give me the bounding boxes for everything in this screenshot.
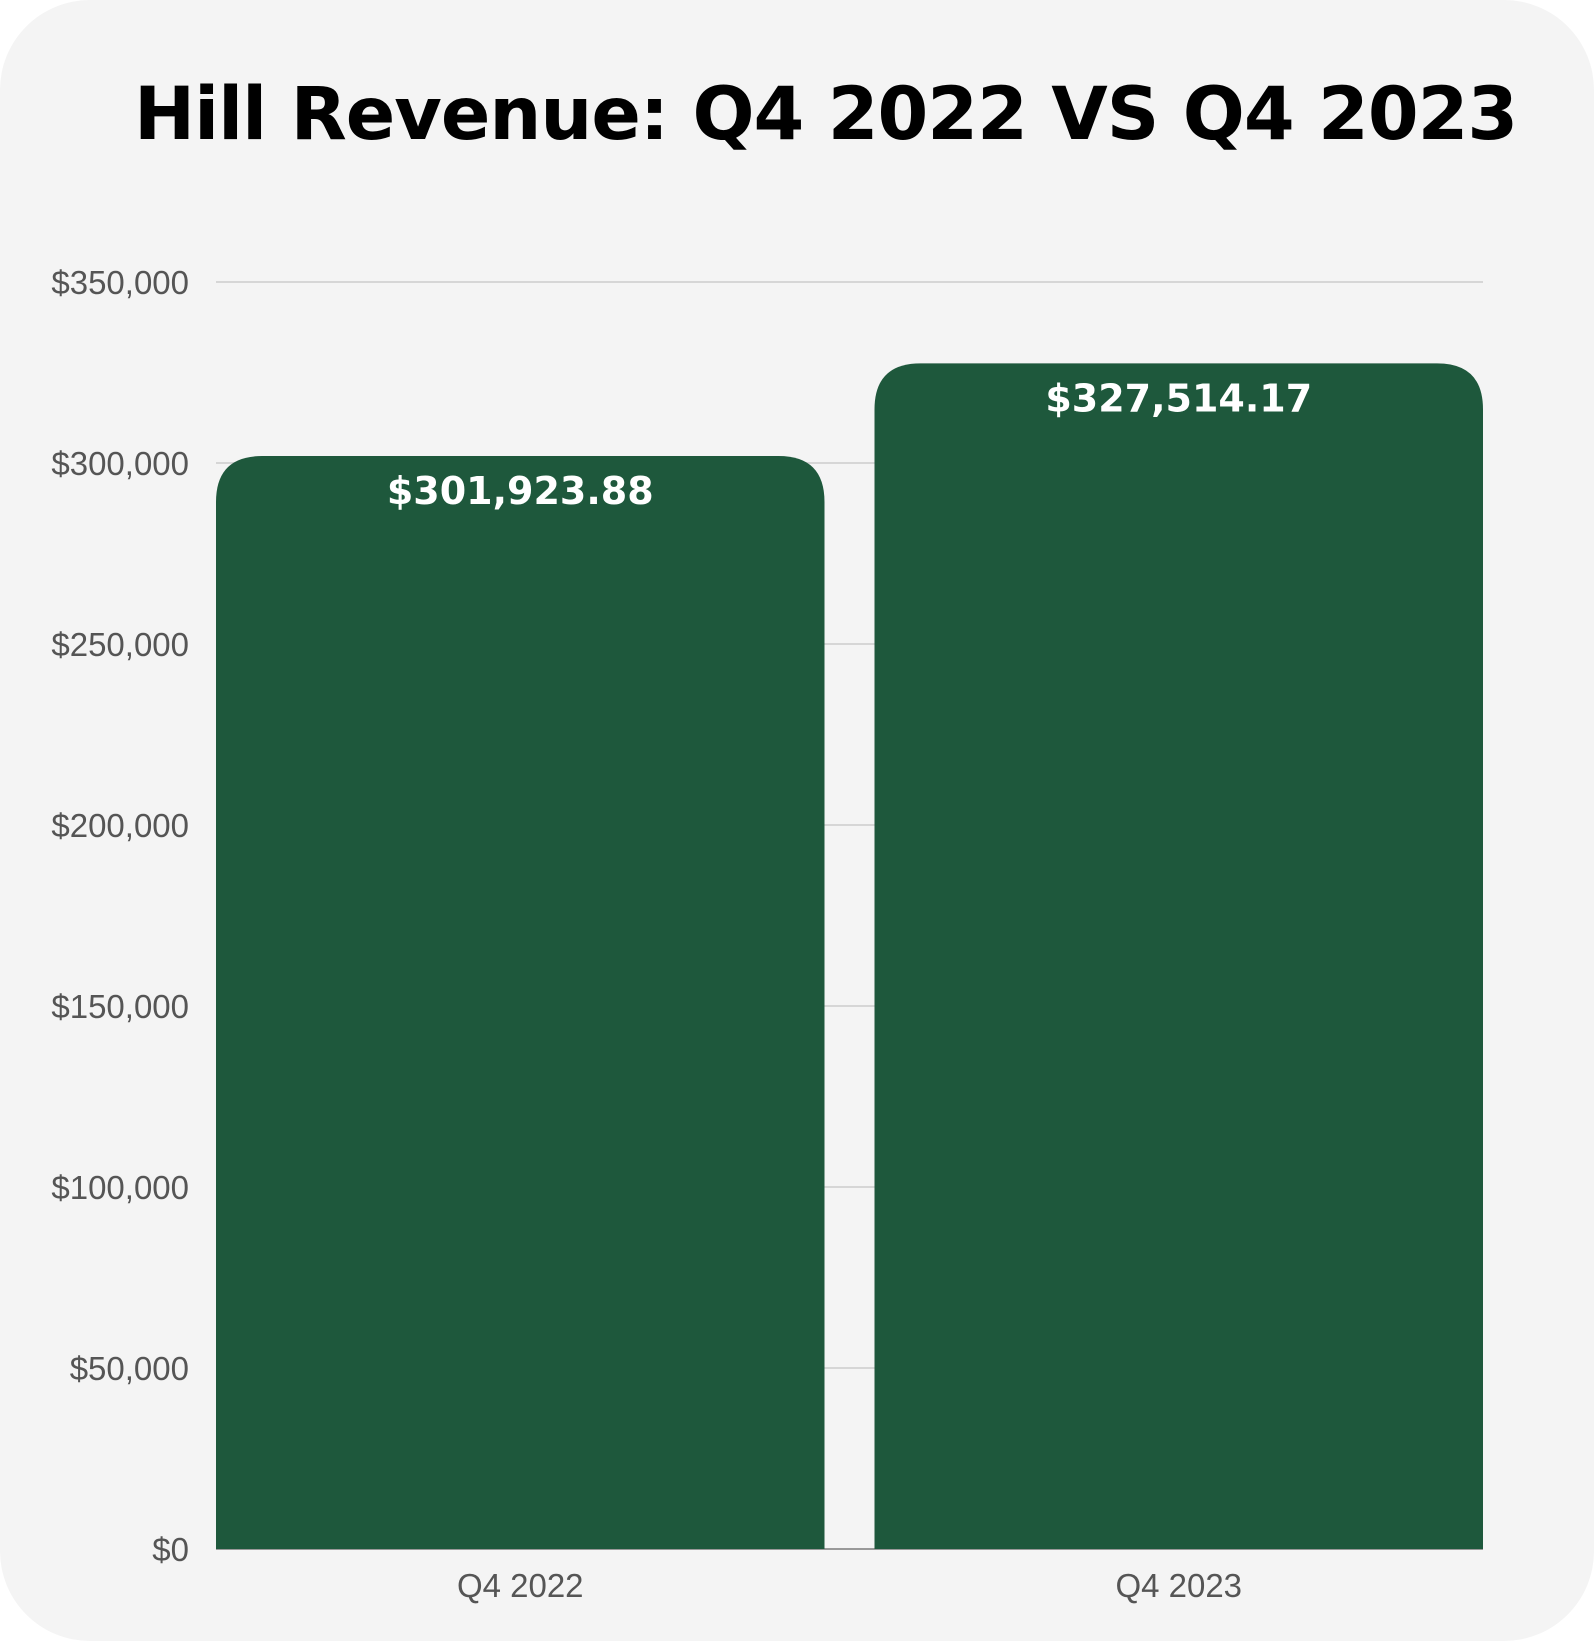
bar-q4-2022 <box>216 456 825 1550</box>
data-label: $301,923.88 <box>387 469 654 513</box>
y-tick-label: $250,000 <box>51 626 189 663</box>
chart-title: Hill Revenue: Q4 2022 VS Q4 2023 <box>134 72 1518 157</box>
x-tick-label: Q4 2022 <box>457 1567 584 1604</box>
y-tick-label: $300,000 <box>51 445 189 482</box>
data-labels: $301,923.88 $327,514.17 <box>387 376 1312 513</box>
bar-q4-2023 <box>874 363 1483 1550</box>
bars <box>216 363 1483 1550</box>
y-tick-label: $150,000 <box>51 988 189 1025</box>
data-label: $327,514.17 <box>1045 376 1312 420</box>
x-tick-label: Q4 2023 <box>1115 1567 1242 1604</box>
y-tick-label: $350,000 <box>51 264 189 301</box>
x-axis-ticks: Q4 2022 Q4 2023 <box>457 1567 1242 1604</box>
y-tick-label: $50,000 <box>70 1350 189 1387</box>
y-tick-label: $200,000 <box>51 807 189 844</box>
y-tick-label: $0 <box>152 1531 189 1568</box>
y-tick-label: $100,000 <box>51 1169 189 1206</box>
y-axis-ticks: $0 $50,000 $100,000 $150,000 $200,000 $250,00… <box>51 264 189 1568</box>
